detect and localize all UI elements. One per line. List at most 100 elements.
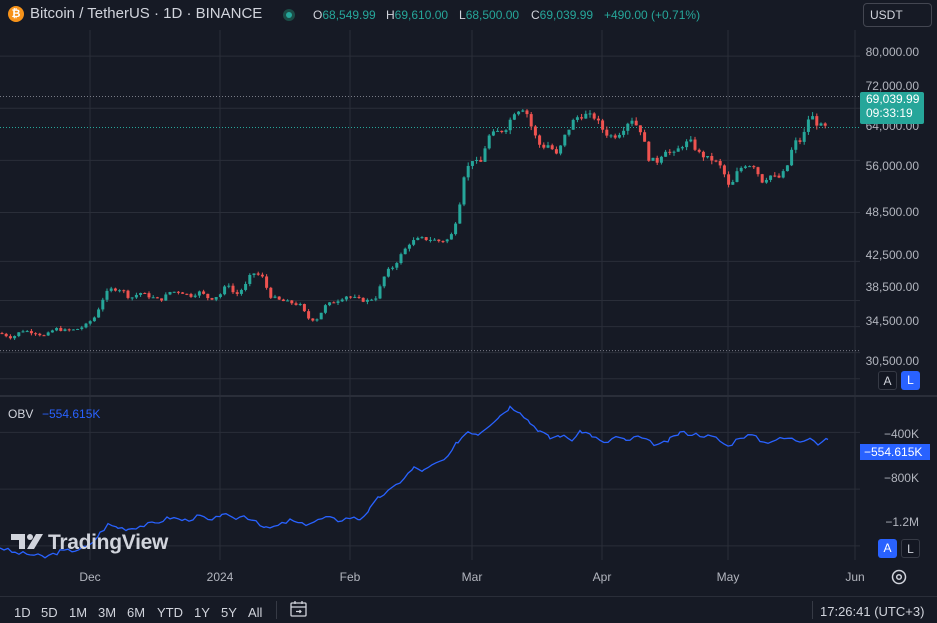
obv-log-scale-button[interactable]: L [901,539,920,558]
price-axis[interactable]: 80,000.00 72,000.00 64,000.00 56,000.00 … [860,30,937,395]
candle [206,293,210,301]
candle-body [399,254,403,264]
price-chart-pane[interactable] [0,30,860,395]
candle-body [25,331,29,333]
range-button-5d[interactable]: 5D [41,605,58,620]
candle [202,289,206,295]
candle-body [256,273,260,275]
time-axis-label: Dec [79,570,101,584]
candle-body [21,331,25,333]
candle [256,271,260,276]
candle [496,128,500,132]
pane-divider[interactable] [0,395,937,397]
symbol-title[interactable]: Bitcoin / TetherUS · 1D · BINANCE [30,5,263,22]
log-scale-button[interactable]: L [901,371,920,390]
candle-body [189,294,193,297]
candle-body [701,151,705,158]
candle-body [785,165,789,172]
candle [323,304,327,315]
indicator-name[interactable]: OBV [8,407,34,421]
candle [290,300,294,305]
candle [617,132,621,139]
candle [693,136,697,151]
currency-button[interactable]: USDT [863,3,932,27]
candle [706,156,710,159]
price-axis-label: 42,500.00 [865,248,919,262]
candle [823,122,827,129]
price-axis-label: 34,500.00 [865,314,919,328]
candle-body [38,333,42,336]
candle-body [559,145,563,154]
candle [416,236,420,241]
clock-timezone[interactable]: 17:26:41 (UTC+3) [820,604,925,619]
candle-body [223,286,227,295]
candle-body [542,144,546,148]
time-axis[interactable]: Dec 2024 Feb Mar Apr May Jun [0,560,864,592]
ohlc-high: H69,610.00 [386,8,449,22]
range-button-1d[interactable]: 1D [14,605,31,620]
candle [479,156,483,162]
auto-scale-button[interactable]: A [878,371,897,390]
candle-body [550,145,554,150]
candle [769,175,773,183]
candle [676,145,680,152]
candle [638,125,642,136]
candle-body [59,328,63,331]
obv-indicator-pane[interactable] [0,397,860,560]
candle [223,285,227,296]
candle-body [239,289,243,294]
candle [529,111,533,131]
range-button-6m[interactable]: 6M [127,605,146,620]
market-status-icon[interactable] [283,9,295,21]
candle-body [496,130,500,132]
candle [806,115,810,135]
candle-body [55,328,59,331]
candle [17,332,21,338]
range-button-1m[interactable]: 1M [69,605,88,620]
candle-body [361,297,365,302]
candle-body [512,114,516,120]
candle-body [659,156,663,163]
candle-body [181,292,185,294]
candle-body [122,290,126,292]
obv-auto-scale-button[interactable]: A [878,539,897,558]
range-button-all[interactable]: All [248,605,263,620]
candle-body [294,303,298,305]
candle [752,165,756,169]
range-button-3m[interactable]: 3M [98,605,117,620]
settings-gear-icon[interactable] [890,568,908,586]
range-button-5y[interactable]: 5Y [221,605,237,620]
candle [672,150,676,156]
candle [281,298,285,302]
candle-body [277,296,281,300]
candle [71,329,75,331]
candle-body [449,234,453,240]
candle [596,115,600,124]
candle [218,293,222,299]
candle [756,166,760,177]
calendar-range-icon[interactable] [289,600,309,618]
range-button-ytd[interactable]: YTD [157,605,183,620]
candle-body [97,309,101,318]
candle [655,155,659,166]
candle [412,237,416,247]
candle-body [693,139,697,150]
candle [685,139,689,151]
range-button-1y[interactable]: 1Y [194,605,210,620]
obv-axis[interactable]: −400K −800K −1.2M [860,397,937,560]
candle-body [819,123,823,126]
candle [554,146,558,155]
candle-body [395,263,399,268]
candle-body [764,179,768,183]
candle [25,329,29,333]
candle-body [420,237,424,239]
candle [575,115,579,123]
candle [517,111,521,116]
candle [248,273,252,287]
last-price-label: 69,039.99 09:33:19 [860,92,924,124]
candle-body [155,297,159,299]
candle [433,238,437,241]
candle-body [4,333,8,337]
candle-body [34,333,38,335]
candle [59,325,63,332]
